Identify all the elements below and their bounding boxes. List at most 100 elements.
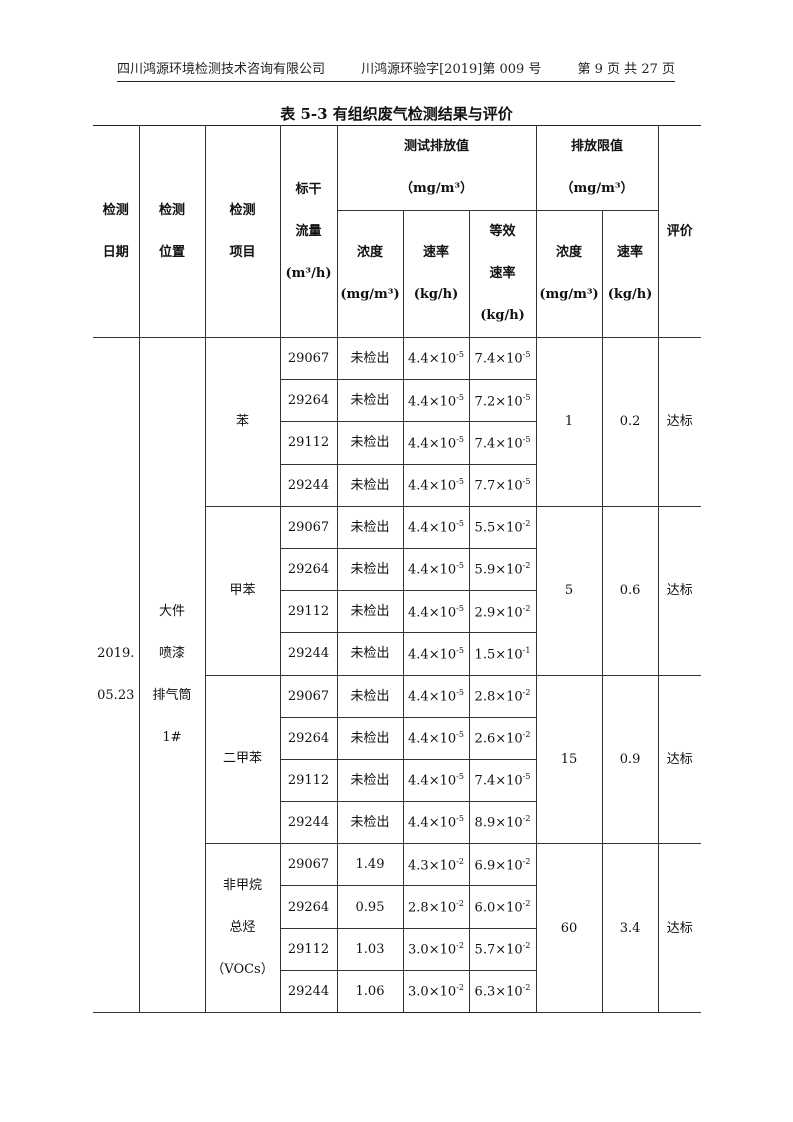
times-ten: ×10 (495, 815, 523, 831)
mantissa: 3.0 (408, 984, 429, 1000)
conc-cell: 未检出 (336, 674, 404, 718)
location-cell: 大件 喷漆 排气筒 1# (138, 337, 206, 1013)
rate-cell: 4.4×10-5 (402, 505, 470, 549)
times-ten: ×10 (495, 984, 523, 1000)
table-row: 29264 未检出 4.4×10-5 7.2×10-5 (93, 379, 701, 423)
times-ten: ×10 (495, 942, 523, 958)
col-limit: 排放限值 （mg/m³） (535, 125, 659, 211)
exponent: -5 (456, 434, 464, 444)
limit-conc-cell: 15 (535, 674, 603, 845)
eq-rate-cell: 7.4×10-5 (468, 336, 537, 381)
exponent: -2 (456, 898, 464, 908)
table-row: 29264 未检出 4.4×10-5 2.6×10-2 (93, 716, 701, 760)
times-ten: ×10 (428, 478, 457, 494)
rate-cell: 4.4×10-5 (402, 379, 470, 423)
table-row: 29112 未检出 4.4×10-5 7.4×10-5 (93, 421, 701, 465)
table-row: 29264 未检出 4.4×10-5 5.9×10-2 (93, 547, 701, 592)
conc-cell: 未检出 (336, 801, 404, 845)
times-ten: ×10 (428, 942, 457, 958)
rate-cell: 4.4×10-5 (402, 463, 470, 507)
mantissa: 5.7 (474, 942, 496, 958)
limit-conc-cell: 60 (535, 843, 603, 1013)
times-ten: ×10 (495, 520, 523, 536)
mantissa: 6.0 (474, 900, 496, 916)
exponent: -2 (522, 730, 531, 740)
mantissa: 3.0 (408, 942, 429, 958)
mantissa: 4.4 (408, 689, 429, 705)
col-date: 检测 日期 (93, 125, 140, 338)
mantissa: 4.4 (408, 604, 429, 620)
conc-cell: 未检出 (336, 463, 404, 507)
eq-rate-cell: 7.4×10-5 (468, 758, 537, 803)
mantissa: 2.9 (474, 604, 496, 620)
rate-cell: 4.4×10-5 (402, 421, 470, 465)
mantissa: 5.5 (474, 520, 496, 536)
times-ten: ×10 (495, 689, 523, 705)
exponent: -2 (522, 519, 531, 529)
evaluation-cell: 达标 (657, 674, 702, 845)
exponent: -5 (522, 434, 531, 444)
eq-rate-cell: 6.0×10-2 (468, 885, 537, 929)
exponent: -2 (522, 603, 531, 613)
conc-cell: 未检出 (336, 590, 404, 634)
times-ten: ×10 (495, 562, 523, 578)
mantissa: 7.4 (474, 351, 496, 367)
mantissa: 5.9 (474, 562, 496, 578)
exponent: -5 (456, 561, 464, 571)
company-name: 四川鸿源环境检测技术咨询有限公司 (117, 62, 326, 77)
exponent: -2 (456, 941, 464, 951)
table-row: 非甲烷 总烃 （VOCs） 29067 1.49 4.3×10-2 6.9×10-2 60… (93, 843, 702, 1013)
col-m-conc: 浓度 (mg/m³) (336, 210, 404, 338)
mantissa: 7.4 (474, 436, 496, 452)
flow-cell: 29112 (279, 927, 338, 971)
limit-rate-cell: 0.2 (601, 337, 659, 507)
eq-rate-cell: 7.4×10-5 (468, 421, 537, 465)
flow-cell: 29244 (279, 969, 338, 1014)
col-l-conc: 浓度 (mg/m³) (535, 210, 603, 338)
times-ten: ×10 (428, 900, 457, 916)
col-flow: 标干 流量 (m³/h) (279, 125, 338, 338)
date-cell: 2019. 05.23 (93, 337, 140, 1013)
limit-rate-cell: 0.9 (601, 674, 659, 845)
mantissa: 4.4 (408, 478, 429, 494)
eq-rate-cell: 5.7×10-2 (468, 927, 537, 971)
item-cell: 苯 (204, 337, 281, 507)
table-row: 29264 0.95 2.8×10-2 6.0×10-2 (93, 885, 701, 929)
col-measured: 测试排放值 （mg/m³） (336, 125, 537, 211)
conc-cell: 1.03 (336, 927, 404, 971)
conc-cell: 1.06 (336, 969, 404, 1014)
rate-cell: 4.4×10-5 (402, 758, 470, 803)
times-ten: ×10 (428, 351, 457, 367)
times-ten: ×10 (428, 689, 457, 705)
exponent: -2 (456, 856, 464, 866)
mantissa: 4.4 (408, 562, 429, 578)
item-cell: 二甲苯 (204, 674, 281, 845)
mantissa: 2.8 (474, 689, 496, 705)
limit-rate-cell: 0.6 (601, 505, 659, 676)
flow-cell: 29112 (279, 590, 338, 634)
exponent: -5 (456, 730, 464, 740)
mantissa: 2.8 (408, 900, 429, 916)
conc-cell: 未检出 (336, 421, 404, 465)
exponent: -2 (456, 983, 464, 993)
limit-conc-cell: 5 (535, 505, 603, 676)
conc-cell: 未检出 (336, 632, 404, 676)
conc-cell: 0.95 (336, 885, 404, 929)
eq-rate-cell: 6.9×10-2 (468, 843, 537, 887)
limit-rate-cell: 3.4 (601, 843, 659, 1013)
times-ten: ×10 (495, 478, 523, 494)
exponent: -2 (522, 687, 531, 697)
times-ten: ×10 (428, 436, 457, 452)
rate-cell: 2.8×10-2 (402, 885, 470, 929)
exponent: -2 (522, 983, 531, 993)
times-ten: ×10 (428, 604, 457, 620)
rate-cell: 4.4×10-5 (402, 801, 470, 845)
conc-cell: 1.49 (336, 843, 404, 887)
flow-cell: 29264 (279, 716, 338, 760)
flow-cell: 29244 (279, 632, 338, 676)
table-row: 2019. 05.23 大件 喷漆 排气筒 1# 苯 29067 未检出 4.4×10-5… (93, 336, 702, 1013)
exponent: -5 (456, 645, 464, 655)
flow-cell: 29264 (279, 547, 338, 592)
conc-cell: 未检出 (336, 336, 404, 381)
evaluation-cell: 达标 (657, 337, 702, 507)
